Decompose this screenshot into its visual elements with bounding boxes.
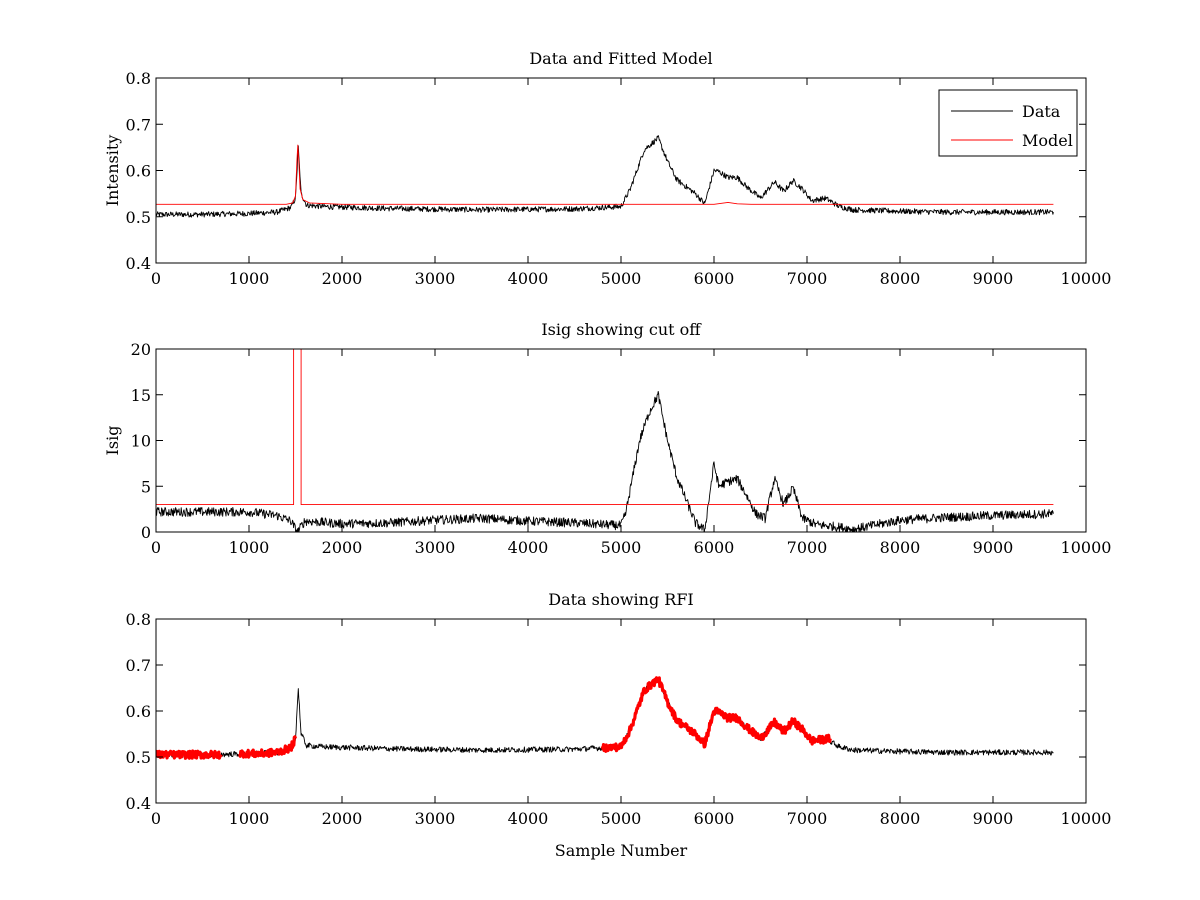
x-tick-label: 9000	[973, 538, 1014, 557]
series-2-model-line	[156, 144, 1054, 205]
x-tick-label: 8000	[880, 538, 921, 557]
x-tick-label: 0	[151, 538, 161, 557]
series-group	[156, 349, 1054, 532]
x-tick-label: 0	[151, 269, 161, 288]
y-tick-label: 0	[141, 523, 151, 542]
chart-title: Data and Fitted Model	[529, 49, 712, 68]
x-tick-label: 0	[151, 809, 161, 828]
x-tick-label: 6000	[694, 809, 735, 828]
x-tick-label: 7000	[787, 538, 828, 557]
y-axis-label: Isig	[103, 426, 122, 456]
x-tick-label: 3000	[415, 538, 456, 557]
x-tick-label: 4000	[508, 269, 549, 288]
x-tick-label: 6000	[694, 269, 735, 288]
x-tick-label: 2000	[322, 538, 363, 557]
chart-panel-3: 0 1000 2000 3000 4000 5000 6000 7000 8000 9000 100…	[126, 590, 1112, 860]
y-tick-label: 0.7	[126, 656, 151, 675]
chart-title: Data showing RFI	[548, 590, 693, 609]
y-tick-label: 15	[131, 386, 151, 405]
axes-frame	[155, 618, 1087, 804]
legend-label-model: Model	[1022, 131, 1073, 150]
x-tick-label: 10000	[1061, 269, 1112, 288]
y-tick-label: 0.5	[126, 208, 151, 227]
series-2-line-segment-1	[156, 749, 223, 760]
chart-panel-1: 0 1000 2000 3000 4000 5000 6000 7000 8000 9000 100…	[103, 49, 1111, 288]
y-tick-label: 10	[131, 432, 151, 451]
x-tick-label: 9000	[973, 269, 1014, 288]
x-tick-label: 5000	[601, 269, 642, 288]
x-tick-label: 8000	[880, 809, 921, 828]
series-2-line-segment-2	[238, 735, 298, 759]
y-tick-label: 5	[141, 477, 151, 496]
legend: Data Model	[938, 89, 1078, 157]
x-tick-label: 1000	[229, 809, 270, 828]
series-group	[156, 676, 1054, 760]
series-2-line-segment-3	[600, 676, 832, 753]
legend-box	[938, 89, 1078, 157]
x-tick-label: 3000	[415, 269, 456, 288]
y-tick-label: 20	[131, 340, 151, 359]
series-1-data-line	[156, 135, 1054, 218]
x-tick-label: 5000	[601, 809, 642, 828]
x-tick-label: 4000	[508, 809, 549, 828]
legend-label-data: Data	[1022, 102, 1061, 121]
x-tick-label: 7000	[787, 269, 828, 288]
x-tick-label: 7000	[787, 809, 828, 828]
chart-title: Isig showing cut off	[541, 320, 702, 339]
series-1-line	[156, 390, 1054, 532]
x-tick-label: 6000	[694, 538, 735, 557]
y-tick-label: 0.7	[126, 115, 151, 134]
x-tick-label: 1000	[229, 269, 270, 288]
x-tick-label: 2000	[322, 269, 363, 288]
x-tick-label: 5000	[601, 538, 642, 557]
y-tick-label: 0.6	[126, 162, 151, 181]
x-tick-label: 9000	[973, 809, 1014, 828]
x-axis-label: Sample Number	[555, 841, 688, 860]
y-tick-label: 0.8	[126, 610, 151, 629]
x-tick-label: 10000	[1061, 538, 1112, 557]
x-tick-label: 3000	[415, 809, 456, 828]
series-group	[156, 135, 1054, 218]
x-tick-label: 4000	[508, 538, 549, 557]
y-tick-label: 0.5	[126, 748, 151, 767]
x-tick-label: 2000	[322, 809, 363, 828]
x-tick-label: 10000	[1061, 809, 1112, 828]
y-tick-label: 0.6	[126, 702, 151, 721]
series-2-line	[156, 349, 1054, 506]
y-axis-label: Intensity	[103, 135, 122, 207]
chart-panel-2: 0 1000 2000 3000 4000 5000 6000 7000 8000 9000 100…	[103, 320, 1111, 557]
x-tick-label: 8000	[880, 269, 921, 288]
y-tick-label: 0.4	[126, 254, 151, 273]
y-tick-label: 0.8	[126, 69, 151, 88]
y-tick-label: 0.4	[126, 794, 151, 813]
x-tick-label: 1000	[229, 538, 270, 557]
